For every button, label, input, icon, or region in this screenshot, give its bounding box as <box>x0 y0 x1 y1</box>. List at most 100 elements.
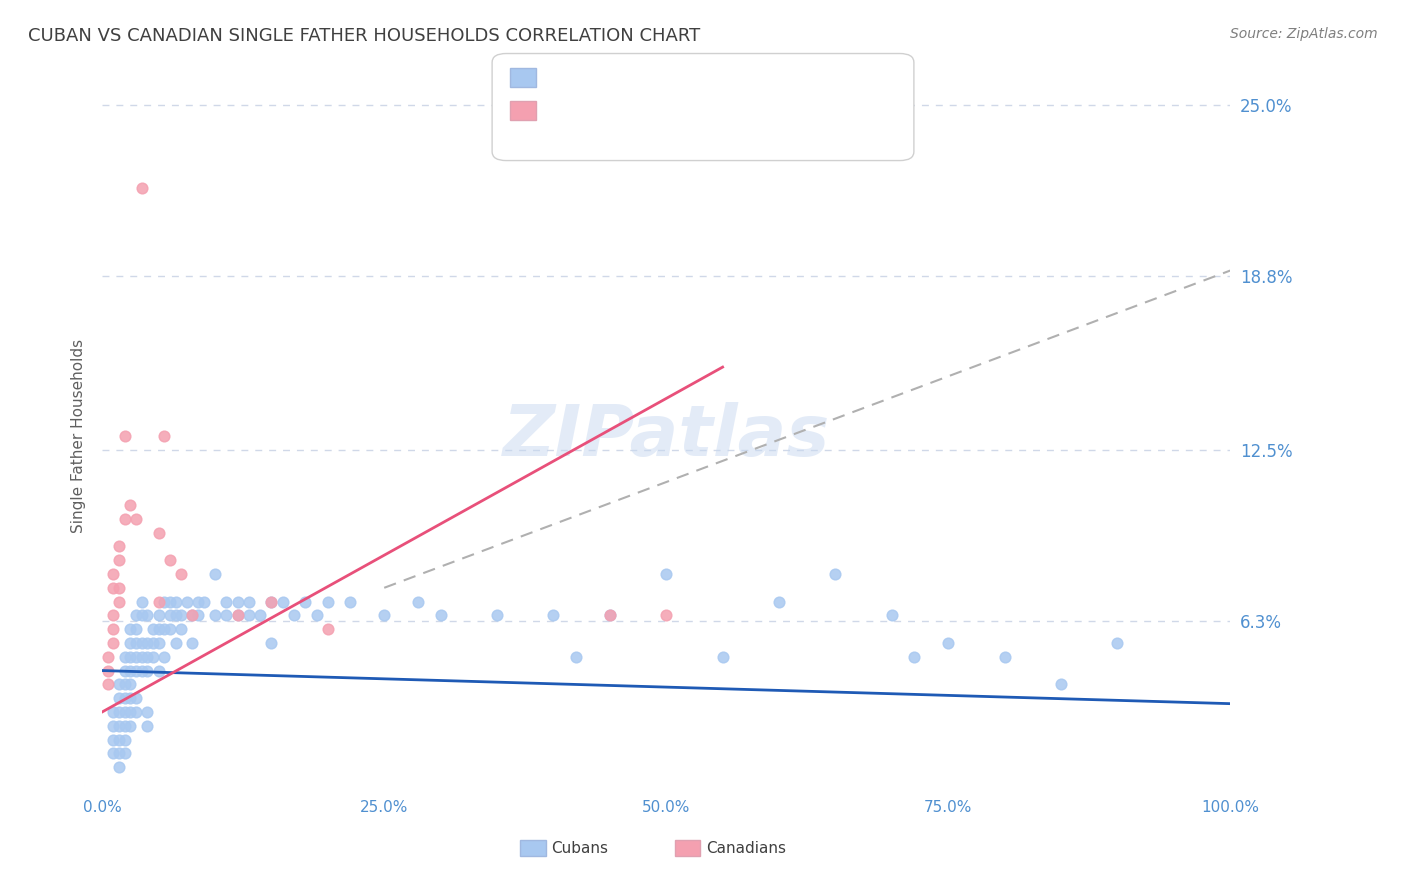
Point <box>142 636 165 650</box>
Point <box>176 594 198 608</box>
Point <box>114 429 136 443</box>
Y-axis label: Single Father Households: Single Father Households <box>72 339 86 533</box>
Point <box>283 608 305 623</box>
Point <box>159 594 181 608</box>
Point <box>204 608 226 623</box>
Point <box>136 705 159 719</box>
Point <box>187 594 209 608</box>
Point <box>226 608 249 623</box>
Point <box>103 567 125 582</box>
Point <box>148 608 170 623</box>
Text: CUBAN VS CANADIAN SINGLE FATHER HOUSEHOLDS CORRELATION CHART: CUBAN VS CANADIAN SINGLE FATHER HOUSEHOL… <box>28 27 700 45</box>
Point <box>238 608 260 623</box>
Point <box>131 649 153 664</box>
Point <box>543 608 565 623</box>
Point <box>125 664 148 678</box>
Point <box>120 664 142 678</box>
Point <box>114 705 136 719</box>
Point <box>97 664 120 678</box>
Point <box>108 540 131 554</box>
Point <box>655 567 678 582</box>
Point <box>108 705 131 719</box>
Point <box>215 594 238 608</box>
Text: N =: N = <box>668 103 704 120</box>
Point <box>136 719 159 733</box>
Text: R =: R = <box>524 70 561 87</box>
Point <box>136 649 159 664</box>
Point <box>159 622 181 636</box>
Point <box>136 664 159 678</box>
Point <box>260 636 283 650</box>
Point <box>131 636 153 650</box>
Point <box>1107 636 1129 650</box>
Point <box>114 677 136 691</box>
Point <box>148 594 170 608</box>
Point <box>108 553 131 567</box>
Point <box>103 747 125 761</box>
Point <box>768 594 790 608</box>
Text: Canadians: Canadians <box>706 841 786 855</box>
Point <box>125 691 148 706</box>
Point <box>994 649 1017 664</box>
Point <box>260 594 283 608</box>
Text: ZIPatlas: ZIPatlas <box>502 401 830 471</box>
Point <box>114 664 136 678</box>
Point <box>153 622 176 636</box>
Point <box>108 677 131 691</box>
Point <box>120 622 142 636</box>
Point <box>131 664 153 678</box>
Point <box>131 608 153 623</box>
Point <box>103 719 125 733</box>
Point <box>187 608 209 623</box>
Point <box>711 649 734 664</box>
Text: N =: N = <box>668 70 704 87</box>
Point <box>114 691 136 706</box>
Point <box>120 705 142 719</box>
Point <box>103 622 125 636</box>
Text: R =: R = <box>524 103 561 120</box>
Point <box>148 636 170 650</box>
Point <box>125 705 148 719</box>
Point <box>339 594 361 608</box>
Point <box>599 608 621 623</box>
Point <box>193 594 215 608</box>
Point <box>153 594 176 608</box>
Point <box>108 719 131 733</box>
Point <box>373 608 395 623</box>
Point <box>170 567 193 582</box>
Text: Source: ZipAtlas.com: Source: ZipAtlas.com <box>1230 27 1378 41</box>
Point <box>114 732 136 747</box>
Point <box>142 649 165 664</box>
Point <box>108 691 131 706</box>
Point <box>226 608 249 623</box>
Point <box>114 747 136 761</box>
Text: 28: 28 <box>724 103 747 120</box>
Point <box>103 608 125 623</box>
Point <box>429 608 451 623</box>
Point <box>824 567 846 582</box>
Point <box>120 677 142 691</box>
Point <box>97 649 120 664</box>
Point <box>120 498 142 512</box>
Point <box>97 677 120 691</box>
Point <box>120 691 142 706</box>
Point <box>153 429 176 443</box>
Text: Cubans: Cubans <box>551 841 609 855</box>
Text: -0.122: -0.122 <box>583 70 643 87</box>
Point <box>565 649 588 664</box>
Point <box>305 608 328 623</box>
Point <box>131 594 153 608</box>
Point <box>204 567 226 582</box>
Text: 103: 103 <box>724 70 759 87</box>
Point <box>165 608 187 623</box>
Point <box>215 608 238 623</box>
Point <box>159 553 181 567</box>
Point <box>226 594 249 608</box>
Point <box>120 636 142 650</box>
Point <box>136 636 159 650</box>
Point <box>485 608 508 623</box>
Point <box>249 608 271 623</box>
Point <box>114 719 136 733</box>
Point <box>103 636 125 650</box>
Point <box>108 760 131 774</box>
